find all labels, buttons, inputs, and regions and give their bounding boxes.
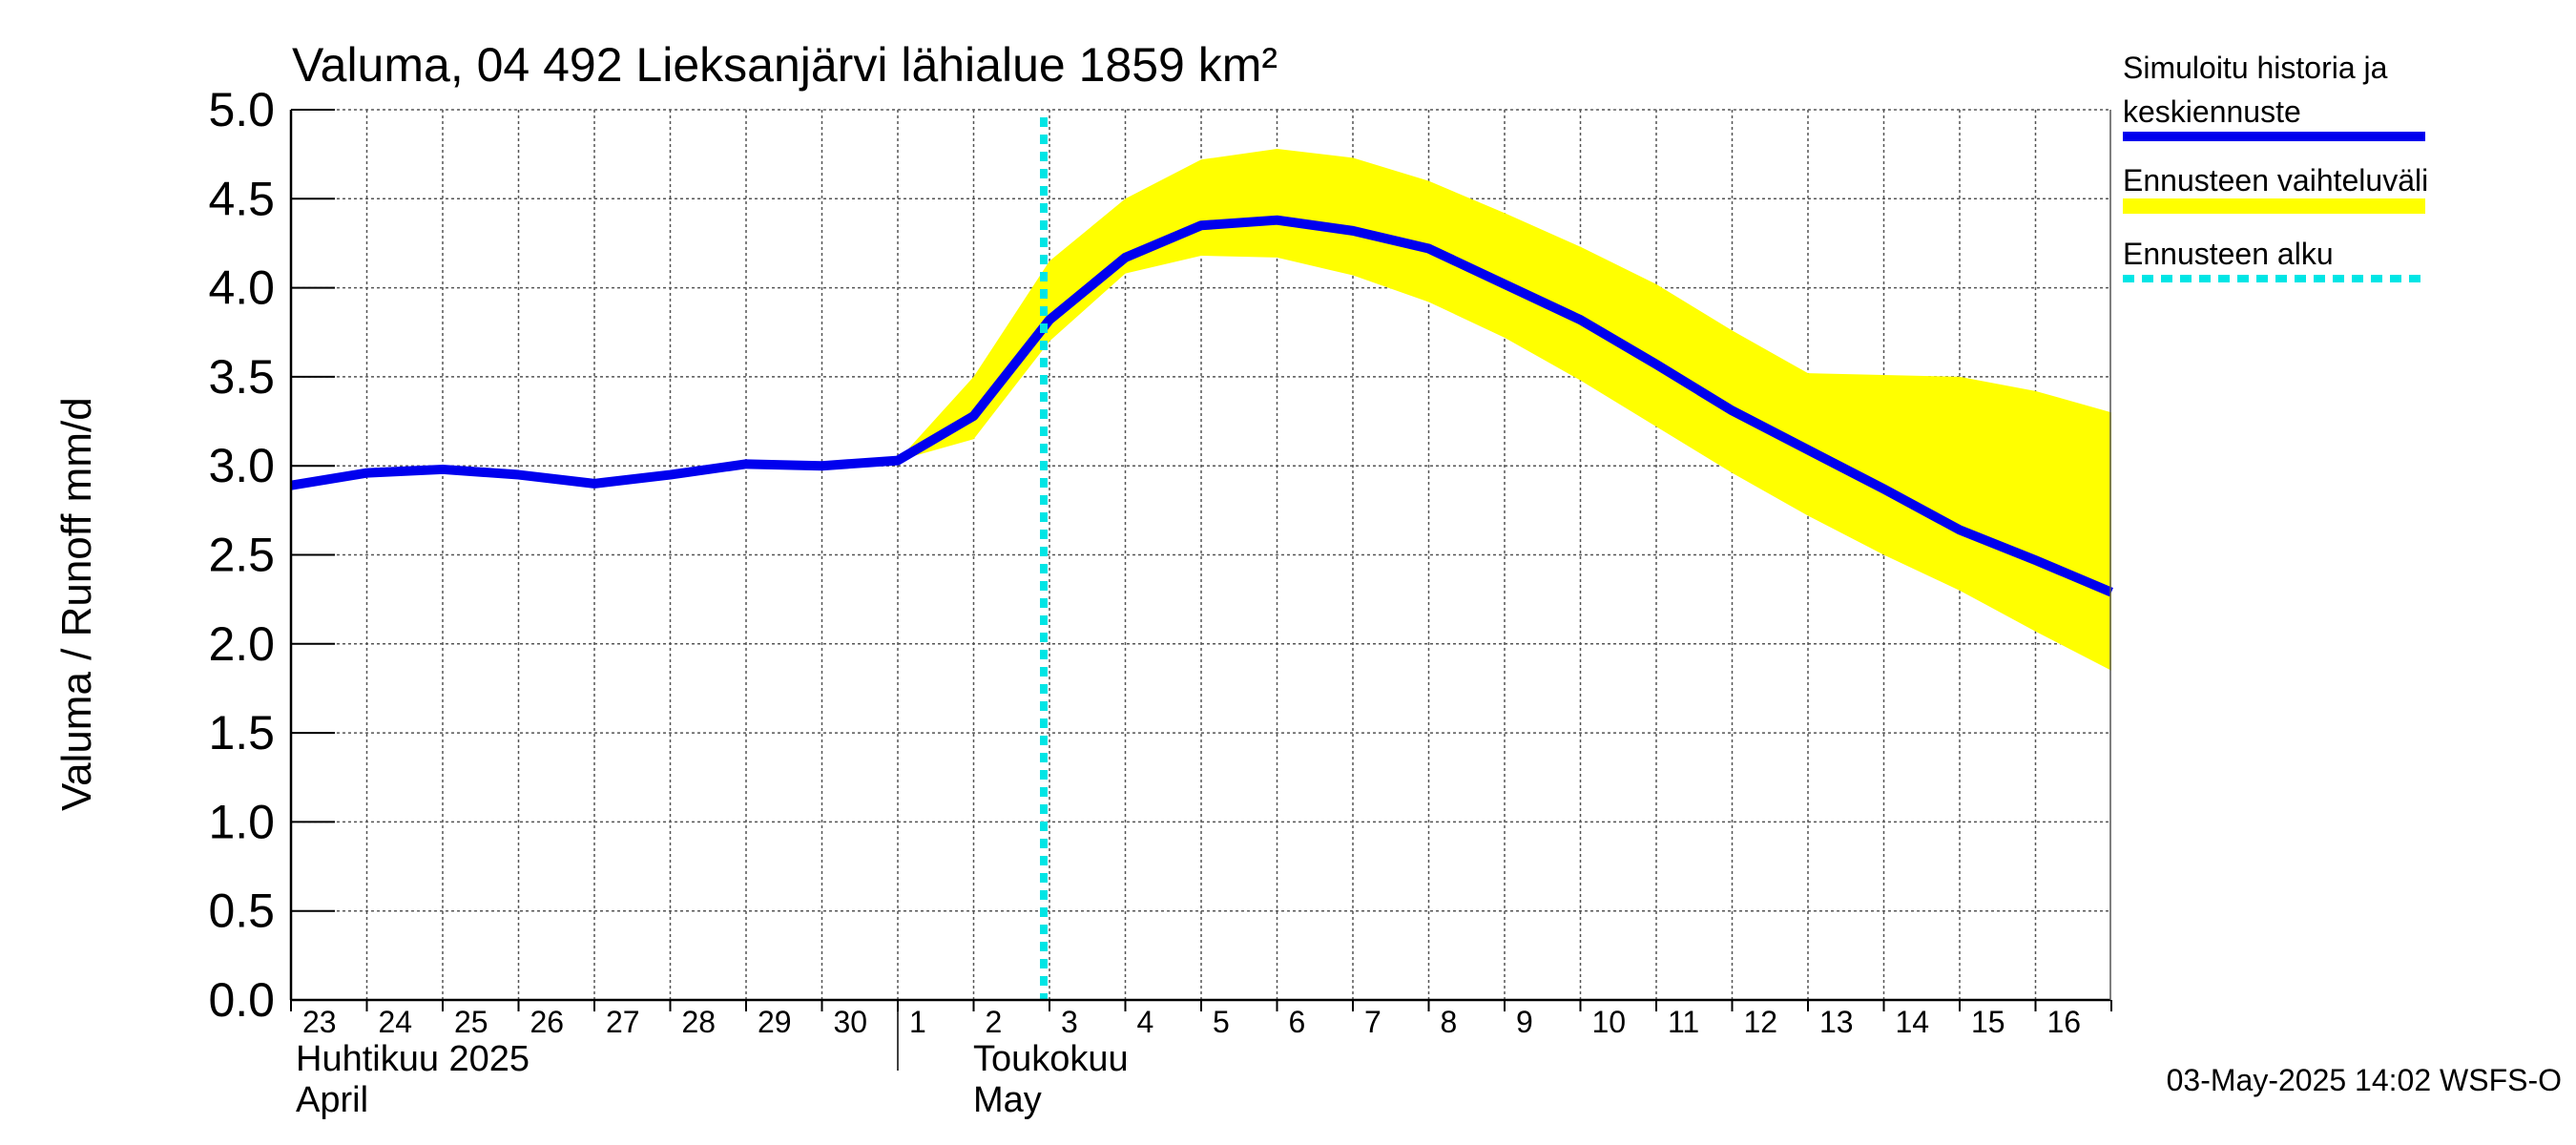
- x-tick-label: 8: [1441, 1005, 1458, 1039]
- y-axis-label: Valuma / Runoff mm/d: [53, 397, 100, 811]
- x-tick-label: 11: [1668, 1005, 1699, 1039]
- y-tick-label: 2.5: [208, 529, 275, 582]
- x-tick-label: 1: [909, 1005, 926, 1039]
- y-tick-label: 5.0: [208, 83, 275, 136]
- x-tick-label: 16: [2047, 1005, 2082, 1039]
- month-label-may-fi: Toukokuu: [973, 1039, 1129, 1079]
- legend-label-range: Ennusteen vaihteluväli: [2123, 163, 2428, 198]
- y-tick-label: 1.5: [208, 706, 275, 760]
- x-tick-label: 10: [1592, 1005, 1627, 1039]
- y-tick-label: 3.5: [208, 350, 275, 404]
- x-tick-label: 14: [1896, 1005, 1930, 1039]
- x-tick-label: 5: [1213, 1005, 1230, 1039]
- y-tick-label: 0.5: [208, 885, 275, 938]
- forecast-range-band: [898, 149, 2111, 671]
- y-tick-label: 2.0: [208, 617, 275, 671]
- legend-label-simulated-line2: keskiennuste: [2123, 94, 2301, 129]
- month-label-april-en: April: [296, 1080, 368, 1120]
- legend-label-simulated: Simuloitu historia ja: [2123, 51, 2388, 85]
- plot-area: 23 24 25 26 27 28 29 30 1 2 3 4 5 6 7 8 9 10 11 12 13 14 15 160…: [208, 83, 2113, 1120]
- x-tick-label: 2: [986, 1005, 1003, 1039]
- x-tick-label: 24: [379, 1005, 413, 1039]
- y-tick-label: 3.0: [208, 439, 275, 492]
- x-tick-label: 15: [1971, 1005, 2005, 1039]
- x-tick-label: 4: [1137, 1005, 1154, 1039]
- x-tick-label: 27: [606, 1005, 640, 1039]
- x-tick-label: 9: [1516, 1005, 1533, 1039]
- month-label-may-en: May: [973, 1080, 1042, 1120]
- x-tick-label: 13: [1819, 1005, 1854, 1039]
- footer-timestamp: 03-May-2025 14:02 WSFS-O: [2167, 1063, 2562, 1097]
- x-tick-label: 23: [302, 1005, 337, 1039]
- x-tick-label: 25: [454, 1005, 488, 1039]
- legend: Simuloitu historia ja keskiennuste Ennuste…: [2123, 51, 2428, 282]
- x-tick-label: 12: [1744, 1005, 1778, 1039]
- x-tick-label: 6: [1289, 1005, 1306, 1039]
- x-tick-label: 28: [682, 1005, 717, 1039]
- y-tick-label: 4.0: [208, 261, 275, 315]
- series-line-simulated: [290, 215, 2113, 597]
- y-tick-label: 0.0: [208, 973, 275, 1027]
- x-tick-label: 7: [1364, 1005, 1381, 1039]
- month-label-april-fi: Huhtikuu 2025: [296, 1039, 530, 1079]
- x-tick-label: 29: [758, 1005, 792, 1039]
- x-tick-label: 3: [1061, 1005, 1078, 1039]
- legend-label-forecast-start: Ennusteen alku: [2123, 237, 2334, 271]
- x-tick-label: 30: [834, 1005, 868, 1039]
- y-tick-label: 4.5: [208, 172, 275, 225]
- chart-title: Valuma, 04 492 Lieksanjärvi lähialue 185…: [292, 38, 1278, 92]
- y-tick-label: 1.0: [208, 795, 275, 848]
- x-tick-label: 26: [530, 1005, 565, 1039]
